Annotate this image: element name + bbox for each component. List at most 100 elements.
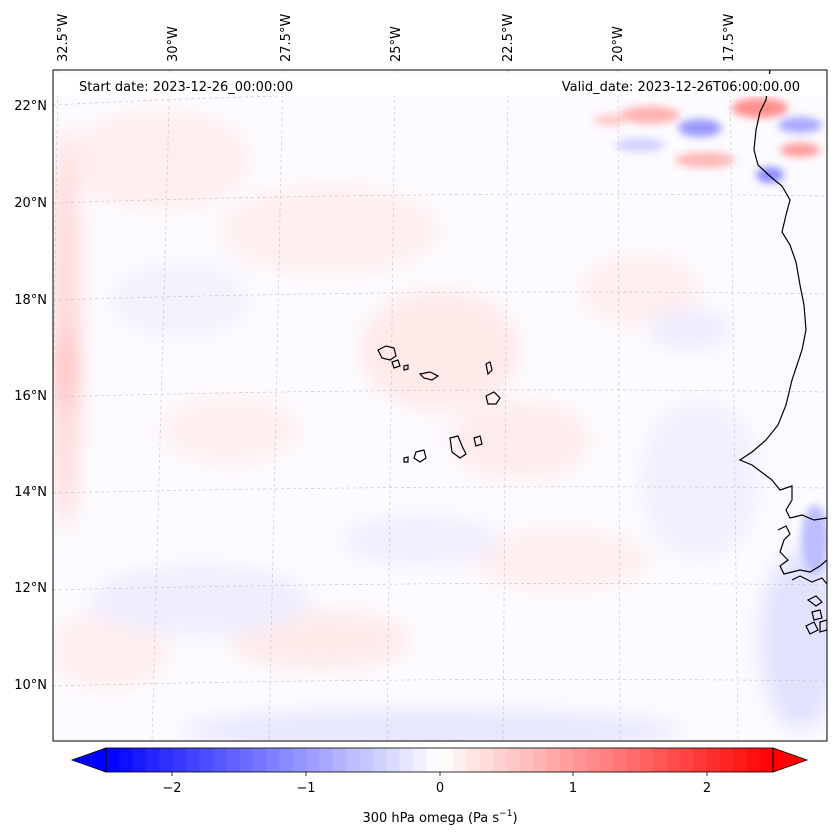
colorbar-cell [426,748,440,772]
omega-negative-blob [340,515,500,565]
gridline-lat-10n [53,678,827,687]
colorbar-cell [546,748,560,772]
map-frame [52,69,828,742]
omega-negative-blob [615,138,665,152]
omega-positive-blob [594,114,626,126]
colorbar-cell [612,748,627,772]
omega-positive-blob [450,400,590,480]
colorbar-cell [199,748,214,772]
colorbar-cell [386,748,400,772]
colorbar-tick-label: −1 [296,781,315,796]
coast-cape-verde-santiago [449,435,467,459]
coast-cape-verde-maio [473,435,483,447]
colorbar-cell [399,748,414,772]
lon-label-25w: 25°W [389,26,404,62]
colorbar-cell [492,748,507,772]
coast-cape-verde-sal [485,361,493,376]
colorbar-cell [172,748,187,772]
colorbar-cell [146,748,160,772]
colorbar-cell [679,748,694,772]
colorbar-tick-label: 1 [569,781,577,796]
omega-negative-blob [801,505,827,575]
omega-positive-blob [470,530,650,590]
longitude-labels: 32.5°W 30°W 27.5°W 25°W 22.5°W 20°W 17.5… [56,14,737,62]
omega-positive-blob [580,255,700,325]
colorbar-cell [559,748,574,772]
colorbar-tick-label: 0 [436,781,444,796]
gridline-lon-17-5w [729,70,739,741]
omega-positive-blob [70,110,250,210]
gridline-lon-30w [151,70,171,741]
colorbar-cell [266,748,280,772]
omega-negative-blob [760,550,827,730]
omega-positive-blob [732,98,788,118]
map-panel: Start date: 2023-12-26_00:00:00 Valid_da… [53,70,827,741]
colorbar-cell [252,748,267,772]
coast-inlet-senegal [777,525,827,575]
omega-negative-blob [650,310,730,350]
colorbar-cell [452,748,467,772]
colorbar-cell [159,748,174,772]
gridline-lon-22-5w [502,70,509,741]
lat-label-10n: 10°N [14,678,47,693]
colorbar-cell [359,748,374,772]
lon-label-20w: 20°W [611,26,626,62]
lon-label-17-5w: 17.5°W [722,14,737,62]
colorbar-cell [719,748,734,772]
header-band [53,74,827,96]
omega-negative-blob [778,117,822,133]
colorbar-cell [706,748,721,772]
colorbar-cell [332,748,347,772]
colorbar-label-superscript: −1 [499,809,512,819]
colorbar-cell [586,748,600,772]
coast-cape-verde-boa-vista [485,391,501,405]
gridline-lon-20w [617,70,621,741]
lat-label-16n: 16°N [14,389,47,404]
gridline-lat-16n [53,389,827,398]
colorbar-max-extend-arrow [772,747,809,773]
colorbar-cell [239,748,254,772]
lon-label-27-5w: 27.5°W [279,14,294,62]
omega-negative-blob [640,400,760,560]
lat-label-20n: 20°N [14,196,47,211]
colorbar-label-end: ) [512,811,517,826]
coast-cape-verde-fogo [413,449,427,463]
colorbar-cell [639,748,654,772]
omega-positive-blob [56,330,76,410]
omega-negative-blob [180,710,680,741]
omega-positive-blob [780,143,820,157]
colorbar-cell [519,748,534,772]
coast-cape-verde-santo-antao [377,345,397,361]
gridline-lat-22n [53,91,827,106]
gridline-lat-14n [53,486,827,494]
omega-field-northeast [594,98,827,575]
colorbar-min-extend-arrow [70,747,107,773]
colorbar-cell [506,748,520,772]
omega-positive-blob [160,395,300,465]
lat-label-12n: 12°N [14,581,47,596]
omega-positive-blob [53,130,80,530]
coast-cape-verde-sao-vicente [391,359,401,369]
coast-guinea-bissau [791,575,827,585]
omega-positive-blob [360,290,520,410]
colorbar-cell [572,748,587,772]
gridline-lat-20n [53,193,827,204]
omega-negative-blob [678,119,722,137]
start-date-label: Start date: 2023-12-26_00:00:00 [79,80,293,95]
colorbar-cell [372,748,387,772]
colorbar-cell [746,748,761,772]
coast-cape-verde-santa-luzia [403,364,409,371]
colorbar: −2 −1 0 1 2 300 hPa omega (Pa s−1) [70,747,809,826]
colorbar-cell [759,748,774,772]
lon-label-32-5w: 32.5°W [56,14,71,62]
coast-cape-verde-sao-nicolau [418,371,440,381]
colorbar-cell [479,748,494,772]
colorbar-cell [186,748,200,772]
omega-negative-blob [756,167,784,183]
lat-label-18n: 18°N [14,293,47,308]
colorbar-cell [132,748,147,772]
colorbar-cell [666,748,681,772]
colorbar-frame [105,747,774,773]
valid-date-label: Valid_date: 2023-12-26T06:00:00.00 [562,80,800,95]
gridlines [53,70,827,741]
